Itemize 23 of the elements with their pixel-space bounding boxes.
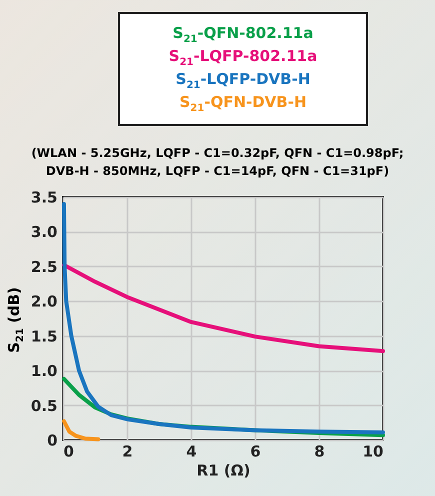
line-series xyxy=(62,202,385,434)
x-tick-label: 4 xyxy=(186,442,197,460)
y-tick-label: 2.5 xyxy=(30,258,58,276)
x-tick-label: 0 xyxy=(64,442,74,460)
line-series xyxy=(62,419,100,442)
chart-subtitle: (WLAN - 5.25GHz, LQFP - C1=0.32pF, QFN - C1=0.98pF; DVB-H - 850MHz, LQFP - C1=14pF, QFN - C1=31pF) xyxy=(30,145,405,180)
line-series xyxy=(62,263,385,354)
x-tick-label: 2 xyxy=(122,442,133,460)
y-tick-label: 1.5 xyxy=(30,327,58,346)
y-tick-label: 0.5 xyxy=(30,396,58,415)
x-axis-title: R1 (Ω) xyxy=(196,462,250,480)
y-tick-label: 2.0 xyxy=(30,292,58,311)
x-tick-label: 10 xyxy=(362,442,384,460)
text: S$_{21}$-LQFP-DVB-H xyxy=(174,69,312,91)
y-tick-label: 3.0 xyxy=(30,223,58,242)
text: S$_{21}$-QFN-802.11a xyxy=(172,23,314,45)
text: S$_{21}$-QFN-DVB-H xyxy=(178,92,308,114)
x-tick-label: 6 xyxy=(250,442,261,460)
text: S$_{21}$-LQFP-802.11a xyxy=(168,46,318,68)
y-tick-label: 1.0 xyxy=(30,362,58,380)
y-tick-label: 3.5 xyxy=(30,188,58,206)
y-tick-label: 0 xyxy=(47,432,58,450)
x-tick-label: 8 xyxy=(314,442,325,460)
